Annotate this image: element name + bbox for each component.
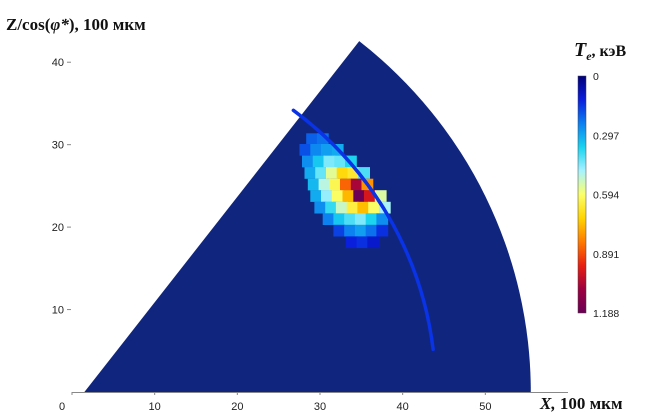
plot-area	[84, 41, 531, 392]
heatmap-cell-47	[376, 224, 389, 237]
y-tick-label-1: 20	[52, 222, 64, 234]
hot-spot	[299, 133, 391, 249]
heatmap-cell-0	[306, 133, 318, 145]
heatmap-cell-24	[321, 190, 333, 202]
colorbar-ticks: 0 0.297 0.594 0.891 1.188	[593, 71, 619, 320]
heatmap-cell-27	[353, 190, 366, 202]
heatmap-cell-44	[344, 224, 356, 237]
heatmap-cell-26	[342, 190, 355, 202]
heatmap-cell-23	[310, 190, 323, 202]
y-axis-ticks: 10 20 30 40	[52, 57, 71, 317]
heatmap-cell-6	[302, 155, 314, 168]
y-tick-label-2: 30	[52, 140, 64, 152]
heatmap-cell-37	[322, 213, 335, 225]
heatmap-cell-28	[364, 190, 376, 202]
heatmap-cell-15	[347, 167, 360, 179]
heatmap-cell-11	[304, 167, 317, 179]
y-axis-title: Z/cos(φ*), 100 мкм	[6, 15, 146, 34]
heatmap-cell-8	[323, 155, 336, 168]
x-tick-label-1: 10	[149, 401, 161, 413]
colorbar-title: Te, кэВ	[574, 39, 626, 63]
heatmap-cell-43	[333, 224, 346, 237]
colorbar-tick-0: 0	[593, 71, 599, 83]
heatmap-cell-13	[326, 167, 338, 179]
heatmap-cell-49	[356, 236, 369, 249]
heatmap-cell-33	[346, 201, 359, 214]
x-tick-label-4: 40	[397, 401, 409, 413]
heatmap-cell-38	[333, 213, 346, 225]
x-tick-label-5: 50	[479, 401, 491, 413]
heatmap-cell-18	[318, 178, 331, 191]
heatmap-cell-17	[307, 178, 320, 191]
heatmap-cell-4	[321, 144, 333, 156]
y-tick-label-3: 40	[52, 57, 64, 69]
heatmap-cell-25	[331, 190, 344, 202]
heatmap-cell-20	[340, 178, 352, 191]
heatmap-cell-40	[354, 213, 367, 225]
heatmap-cell-45	[354, 224, 367, 237]
heatmap-cell-29	[374, 190, 387, 202]
colorbar: 0 0.297 0.594 0.891 1.188	[577, 71, 619, 320]
heatmap-cell-21	[350, 178, 363, 191]
heatmap-cell-14	[336, 167, 349, 179]
x-axis-ticks: 0 10 20 30 40 50	[59, 392, 491, 413]
heatmap-cell-16	[358, 167, 370, 179]
domain-sector	[84, 41, 531, 392]
colorbar-gradient	[577, 75, 587, 314]
heatmap-cell-19	[329, 178, 342, 191]
heatmap-cell-48	[345, 236, 358, 249]
heatmap-cell-35	[368, 201, 380, 214]
heatmap-cell-31	[325, 201, 337, 214]
x-tick-label-2: 20	[231, 401, 243, 413]
heatmap-cell-41	[365, 213, 378, 225]
heatmap-cell-9	[334, 155, 347, 168]
heatmap-cell-1	[316, 133, 329, 145]
x-tick-label-0: 0	[59, 401, 65, 413]
colorbar-tick-3: 0.891	[593, 249, 619, 261]
heatmap-cell-30	[314, 201, 327, 214]
x-axis-title: X, 100 мкм	[539, 394, 623, 413]
front-arc	[291, 108, 435, 352]
y-tick-label-0: 10	[52, 305, 64, 317]
heatmap-cell-32	[335, 201, 348, 214]
heatmap-cell-39	[344, 213, 356, 225]
x-tick-label-3: 30	[314, 401, 326, 413]
heatmap-cell-34	[357, 201, 370, 214]
heatmap-cell-12	[315, 167, 327, 179]
colorbar-tick-4: 1.188	[593, 308, 619, 320]
heatmap-cell-3	[310, 144, 323, 156]
heatmap-cell-7	[312, 155, 325, 168]
heatmap-cell-46	[365, 224, 378, 237]
heatmap-cell-50	[367, 236, 380, 249]
colorbar-tick-2: 0.594	[593, 190, 619, 202]
heatmap-cell-2	[299, 144, 312, 156]
colorbar-tick-1: 0.297	[593, 130, 619, 142]
heatmap-cell-42	[376, 213, 389, 225]
